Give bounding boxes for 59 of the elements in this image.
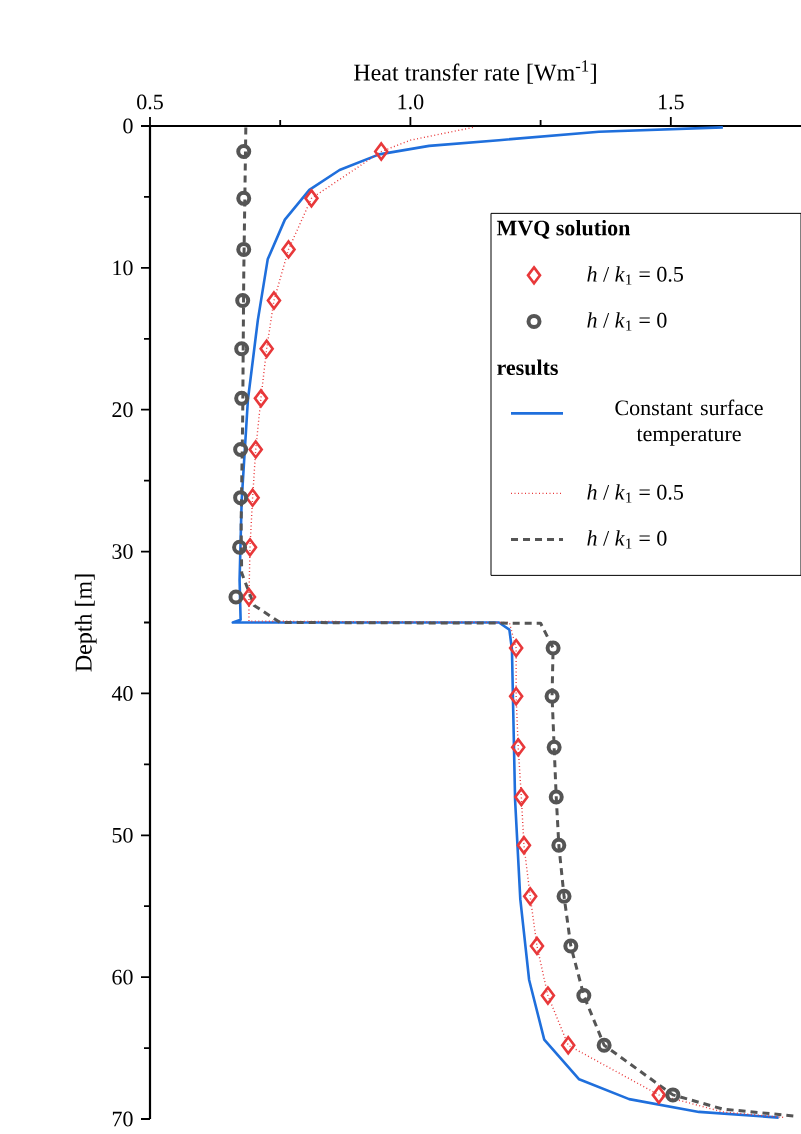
point [522,886,538,906]
point [563,938,579,954]
point [560,1035,576,1055]
point [259,339,274,359]
point [540,986,556,1005]
point [373,142,389,161]
point [545,640,561,656]
point [544,688,560,704]
y-tick-label: 10 [113,260,133,276]
point [651,1085,667,1105]
point [510,738,526,757]
point [516,835,532,855]
point [508,638,524,658]
point [596,1037,612,1053]
x-tick-label: 1.0 [398,94,424,110]
point [232,539,248,555]
point [576,988,592,1004]
point [514,787,529,807]
point [551,837,567,853]
point [235,292,251,308]
x-tick-label: 0.5 [137,94,163,110]
y-tick-label: 20 [112,402,133,418]
point [236,190,252,206]
y-axis-title: Depth [m] [74,574,97,672]
point [233,441,249,457]
point [266,291,282,310]
x-tick-label: 1.5 [658,94,684,110]
point [241,587,257,607]
legend-label: h / k$_{1}$ = 0.5 [587,266,683,285]
y-tick-label: 50 [112,827,133,843]
point [304,189,319,208]
point [548,789,564,805]
point [529,936,545,956]
point [234,341,250,357]
legend-label: Constant surface temperature [615,399,763,446]
x-axis-title: Heat transfer rate [Wm$^{-1}$] [354,60,596,84]
legend-label: h / k$_{1}$ = 0 [587,530,667,549]
point [665,1087,681,1103]
point [508,686,524,706]
point [233,490,249,506]
legend-label: h / k$_{1}$ = 0.5 [587,484,683,503]
y-tick-label: 0 [123,118,133,134]
point [546,739,562,755]
point [248,440,264,459]
point [245,488,260,507]
annotation: MVQ solution [496,219,631,239]
annotation: results [497,359,558,376]
y-tick-label: 40 [111,686,133,701]
y-tick-label: 30 [112,544,133,559]
point [556,888,572,904]
point [228,589,244,605]
y-tick-label: 60 [112,969,133,985]
point [234,390,250,406]
y-tick-label: 70 [112,1111,133,1127]
point [281,240,296,259]
legend-label: h / k$_{1}$ = 0 [587,312,667,331]
point [236,144,252,160]
point [253,389,269,408]
point [236,241,252,257]
